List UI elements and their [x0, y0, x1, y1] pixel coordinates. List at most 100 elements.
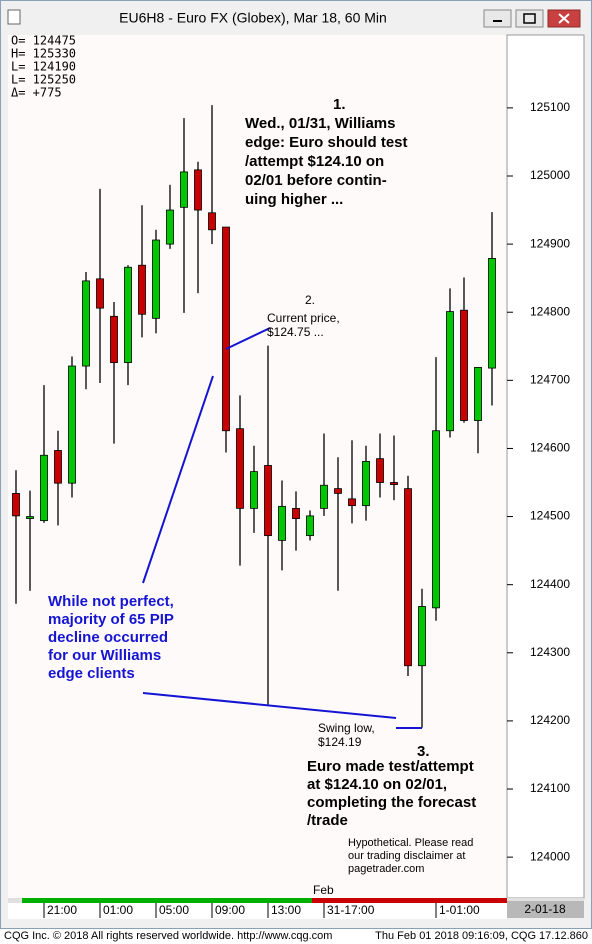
time-axis — [8, 903, 507, 919]
annotation-line: our trading disclaimer at — [348, 850, 465, 862]
x-tick-label: 21:00 — [47, 903, 77, 917]
candle-body — [68, 365, 76, 484]
y-tick-label: 124000 — [530, 849, 570, 863]
candle-body — [446, 311, 454, 432]
candle-body — [278, 505, 286, 541]
candle-body — [488, 258, 496, 369]
session-bar — [312, 898, 507, 903]
x-tick-label: 09:00 — [215, 903, 245, 917]
annotation-number: 2. — [305, 293, 315, 307]
annotation-lines — [142, 327, 422, 729]
y-tick-label: 124100 — [530, 781, 570, 795]
info-line: Δ= +775 — [11, 86, 62, 100]
annotation-number: 1. — [333, 96, 346, 113]
info-line: L= 124190 — [11, 60, 76, 74]
minimize-button[interactable] — [483, 9, 512, 28]
candle-body — [320, 484, 328, 509]
annotation-line: decline occurred — [48, 629, 168, 646]
candle-body — [138, 264, 146, 315]
month-label: Feb — [313, 883, 334, 897]
candle-body — [152, 239, 160, 319]
candle-body — [180, 171, 188, 208]
annotation-line: $124.75 ... — [267, 325, 324, 339]
window-icon — [7, 9, 21, 25]
candle-body — [306, 515, 314, 537]
annotation-line: pagetrader.com — [348, 863, 424, 875]
annotation-line: edge clients — [48, 665, 135, 682]
candle-body — [110, 315, 118, 364]
y-tick-label: 124200 — [530, 713, 570, 727]
footer-right: Thu Feb 01 2018 09:16:09, CQG 17.12.860 — [375, 930, 588, 942]
candle-body — [404, 488, 412, 667]
y-tick-label: 125000 — [530, 168, 570, 182]
candle-body — [166, 209, 174, 245]
y-tick-label: 124800 — [530, 304, 570, 318]
maximize-button[interactable] — [515, 9, 544, 28]
y-tick-label: 124300 — [530, 645, 570, 659]
candle-body — [334, 488, 342, 494]
annotation-line: /attempt $124.10 on — [245, 153, 384, 170]
candle-body — [348, 498, 356, 507]
info-line: H= 125330 — [11, 47, 76, 61]
info-line: O= 124475 — [11, 34, 76, 48]
annotation-line: Swing low, — [318, 721, 375, 735]
pointer-line — [142, 692, 397, 719]
candle-body — [12, 493, 20, 517]
candle-body — [54, 450, 62, 484]
candle-body — [26, 516, 34, 519]
plot-area — [8, 35, 507, 898]
candle-body — [96, 278, 104, 309]
session-bar — [22, 898, 312, 903]
date-box — [507, 901, 584, 918]
candle-body — [82, 280, 90, 367]
annotation-line: edge: Euro should test — [245, 134, 408, 151]
annotation-line: uing higher ... — [245, 191, 343, 208]
candle-body — [264, 465, 272, 537]
annotation-line: for our Williams — [48, 647, 161, 664]
price-axis — [506, 34, 585, 899]
y-tick-label: 124500 — [530, 509, 570, 523]
annotation-line: While not perfect, — [48, 593, 174, 610]
candle-body — [40, 454, 48, 522]
annotation-line: $124.19 — [318, 735, 362, 749]
y-tick-label: 124900 — [530, 236, 570, 250]
candle-body — [362, 460, 370, 507]
candle-body — [432, 430, 440, 609]
x-tick-label: 01:00 — [103, 903, 133, 917]
close-icon — [558, 13, 570, 24]
y-tick-label: 124600 — [530, 441, 570, 455]
window-title: EU6H8 - Euro FX (Globex), Mar 18, 60 Min — [119, 10, 387, 26]
annotation-line: 02/01 before contin- — [245, 172, 387, 189]
x-tick-label: 1-01:00 — [439, 903, 480, 917]
x-tick-label: 05:00 — [159, 903, 189, 917]
date-label: 2-01-18 — [524, 902, 566, 916]
annotation-line: Wed., 01/31, Williams — [245, 115, 395, 132]
candle-body — [236, 428, 244, 509]
annotation-line: at $124.10 on 02/01, — [307, 776, 447, 793]
window-buttons — [483, 9, 581, 28]
candle-body — [376, 458, 384, 483]
pointer-line — [225, 327, 271, 350]
y-tick-label: 124400 — [530, 577, 570, 591]
candle-body — [222, 226, 230, 432]
candle-body — [474, 366, 482, 421]
annotation-number: 3. — [417, 743, 430, 760]
footer-left: CQG Inc. © 2018 All rights reserved worl… — [4, 930, 332, 942]
candle-body — [418, 606, 426, 667]
annotation-line: Hypothetical. Please read — [348, 837, 473, 849]
annotation-line: /trade — [307, 812, 348, 829]
candle-body — [194, 169, 202, 211]
candle-body — [250, 471, 258, 509]
x-tick-label: 13:00 — [271, 903, 301, 917]
maximize-icon — [523, 13, 536, 24]
candle-body — [208, 212, 216, 231]
annotation-line: completing the forecast — [307, 794, 476, 811]
info-line: L= 125250 — [11, 73, 76, 87]
candle-body — [460, 309, 468, 421]
candle-body — [390, 482, 398, 485]
y-tick-label: 124700 — [530, 373, 570, 387]
x-tick-label: 31-17:00 — [327, 903, 375, 917]
pointer-line — [142, 375, 214, 584]
candle-body — [292, 507, 300, 520]
